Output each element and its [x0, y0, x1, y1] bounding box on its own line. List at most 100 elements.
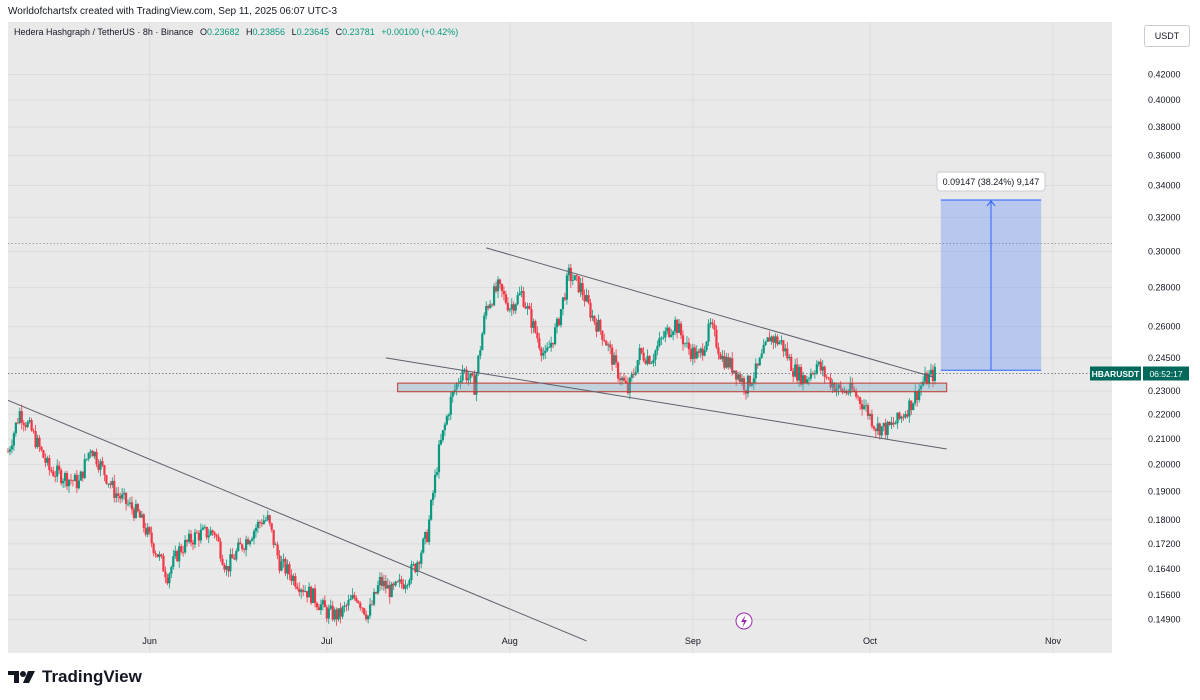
candle-body [815, 364, 818, 374]
candle-body [764, 341, 767, 345]
symbol-name: Hedera Hashgraph / TetherUS · 8h · Binan… [14, 27, 194, 37]
candle-body [420, 552, 423, 564]
candle-body [585, 295, 588, 302]
candle-body [250, 538, 254, 541]
candle-body [207, 535, 210, 538]
candle-body [483, 315, 486, 334]
candle-body [327, 608, 330, 619]
candle-body [677, 323, 681, 333]
candle-body [359, 602, 362, 608]
candle-body [317, 607, 321, 611]
y-tick-label: 0.24500 [1148, 353, 1181, 363]
candle-body [363, 608, 366, 615]
candle-body [48, 457, 51, 470]
candle-body [778, 342, 781, 345]
candle-body [853, 389, 856, 392]
candle-body [575, 275, 578, 277]
candle-body [485, 306, 488, 316]
candle-body [613, 355, 616, 365]
candle-body [296, 586, 299, 589]
candle-body [276, 544, 279, 556]
y-tick-label: 0.40000 [1148, 95, 1181, 105]
candle-body [422, 538, 425, 553]
price-range-arrow-head [986, 200, 996, 207]
candle-body [807, 378, 811, 380]
candle-body [784, 348, 787, 352]
candle-body [524, 306, 527, 309]
candle-body [492, 286, 496, 306]
candle-body [882, 422, 885, 427]
candle-body [402, 583, 405, 589]
candle-body [561, 297, 565, 310]
candle-body [443, 424, 446, 431]
candle-body [156, 554, 159, 558]
candle-body [697, 351, 700, 353]
candle-body [788, 356, 791, 359]
candle-body [168, 573, 171, 584]
tradingview-brand[interactable]: TradingView [8, 667, 142, 687]
candle-body [219, 541, 222, 559]
candle-body [766, 337, 769, 342]
candle-body [239, 542, 242, 545]
candle-body [282, 559, 285, 562]
candle-body [85, 458, 88, 460]
candle-body [855, 391, 858, 397]
trendline[interactable] [385, 357, 947, 450]
candle-body [235, 550, 238, 560]
candle-body [731, 358, 734, 373]
y-tick-label: 0.21000 [1148, 434, 1181, 444]
trendline[interactable] [7, 399, 587, 642]
high-label: H [246, 27, 253, 37]
candle-body [496, 279, 500, 292]
candle-body [426, 532, 429, 543]
candle-body [733, 370, 736, 373]
candle-body [825, 376, 828, 378]
candle-body [372, 591, 376, 605]
candle-body [479, 350, 482, 356]
price-axis-panel[interactable] [1112, 22, 1193, 653]
candle-body [589, 302, 592, 318]
candle-body [622, 377, 626, 381]
candle-body [599, 319, 602, 331]
y-tick-label: 0.18000 [1148, 515, 1181, 525]
candle-body [918, 389, 921, 400]
candle-body [707, 323, 710, 342]
candle-body [398, 579, 401, 582]
candle-body [199, 529, 202, 541]
candle-body [571, 280, 574, 282]
candle-body [213, 532, 216, 535]
trendline[interactable] [486, 247, 936, 378]
candle-body [790, 356, 793, 371]
symbol-legend: Hedera Hashgraph / TetherUS · 8h · Binan… [14, 27, 458, 37]
candle-body [799, 367, 803, 385]
candle-body [428, 519, 431, 543]
candle-body [916, 391, 919, 400]
candle-body [431, 492, 435, 500]
candle-body [611, 347, 614, 365]
candle-body [197, 532, 200, 541]
candle-body [534, 321, 537, 333]
candle-body [736, 374, 740, 380]
candle-body [638, 348, 641, 361]
candle-body [128, 502, 132, 504]
x-tick-label: Jul [321, 636, 333, 646]
candle-body [713, 324, 716, 330]
support-zone-box[interactable] [397, 382, 948, 393]
candle-body [331, 605, 334, 620]
y-tick-label: 0.22000 [1148, 409, 1181, 419]
candle-body [809, 373, 813, 379]
candle-body [44, 457, 47, 463]
candle-body [890, 422, 893, 425]
candle-body [211, 530, 214, 533]
candle-body [164, 571, 167, 578]
candle-body [6, 451, 10, 453]
candle-body [58, 465, 61, 471]
candle-body [540, 348, 543, 356]
candle-body [691, 347, 694, 359]
candle-body [821, 366, 824, 371]
candle-body [337, 608, 340, 620]
currency-unit-button[interactable]: USDT [1144, 25, 1190, 47]
candle-body [837, 384, 840, 389]
candle-body [65, 473, 69, 487]
